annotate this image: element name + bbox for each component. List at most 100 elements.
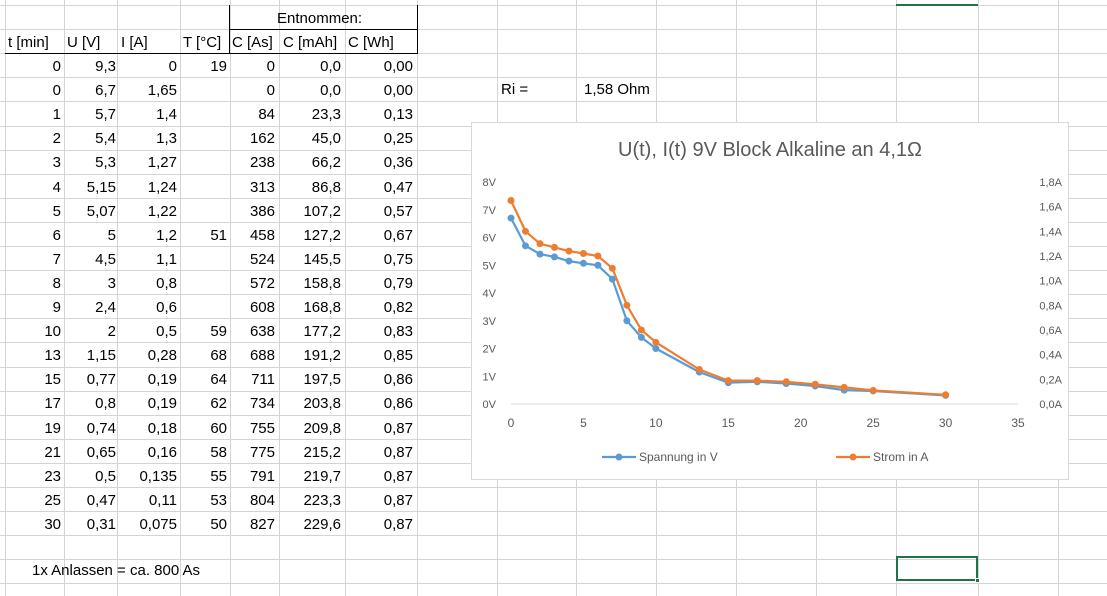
data-point <box>507 197 515 204</box>
table-cell: 0,87 <box>383 515 413 533</box>
table-cell: 4,5 <box>95 250 116 268</box>
table-cell: 0 <box>266 82 275 100</box>
table-cell: 59 <box>210 323 227 341</box>
legend-label: Spannung in V <box>639 450 718 464</box>
table-cell: 3 <box>52 154 61 172</box>
table-cell: 6 <box>52 226 61 244</box>
table-cell: 0,25 <box>383 130 413 148</box>
table-cell: 30 <box>44 515 61 533</box>
y-right-tick-label: 0,6A <box>1039 325 1062 337</box>
table-cell: 0,135 <box>139 467 177 485</box>
table-cell: 0,19 <box>147 371 177 389</box>
grid-col-line <box>417 0 418 596</box>
x-tick-label: 20 <box>794 416 808 430</box>
data-point <box>565 247 573 255</box>
table-cell: 0 <box>52 58 61 75</box>
selection-indicator-top <box>896 4 978 6</box>
x-tick-label: 30 <box>939 416 953 430</box>
group-header-entnommen: Entnommen: <box>277 10 363 27</box>
data-point <box>652 345 660 352</box>
table-cell: 209,8 <box>303 419 341 437</box>
chart-area[interactable]: U(t), I(t) 9V Block Alkaline an 4,1Ω 0V 1V… <box>471 122 1069 480</box>
table-cell: 25 <box>44 491 61 509</box>
table-cell: 19 <box>44 419 61 437</box>
y-left-tick-label: 3V <box>483 316 497 328</box>
table-cell: 84 <box>258 106 275 124</box>
table-cell: 55 <box>210 467 227 485</box>
data-point <box>942 391 950 399</box>
table-cell: 0,77 <box>86 371 116 389</box>
grid-col-line <box>180 0 181 596</box>
y-right-tick-label: 1,2A <box>1039 251 1062 263</box>
y-right-tick-label: 0,4A <box>1039 350 1062 362</box>
table-cell: 229,6 <box>303 515 341 533</box>
table-cell: 86,8 <box>311 178 341 196</box>
grid-row-line <box>0 559 1107 561</box>
table-cell: 827 <box>249 515 275 533</box>
data-point <box>521 227 529 235</box>
table-cell: 162 <box>249 130 275 148</box>
grid-row-line <box>0 5 1107 6</box>
table-cell: 4 <box>52 178 61 196</box>
table-cell: 0,31 <box>86 515 116 533</box>
table-cell: 0,47 <box>86 491 116 509</box>
table-cell: 215,2 <box>303 443 341 461</box>
table-cell: 755 <box>249 419 275 437</box>
table-cell: 2 <box>52 130 61 148</box>
table-cell: 0,87 <box>383 419 413 437</box>
table-cell: 1,4 <box>156 106 177 124</box>
table-cell: 1,22 <box>147 202 177 220</box>
table-cell: 58 <box>210 443 227 461</box>
y-right-tick-label: 0,0A <box>1039 399 1062 411</box>
y-right-tick-label: 0,8A <box>1039 300 1062 312</box>
y-left-tick-label: 1V <box>483 371 497 383</box>
table-cell: 711 <box>251 371 275 389</box>
table-cell: 2 <box>107 323 116 341</box>
table-cell: 0,57 <box>383 202 413 220</box>
table-cell: 638 <box>249 323 275 341</box>
data-point <box>869 386 877 394</box>
data-point <box>579 250 587 258</box>
data-point <box>623 301 631 309</box>
table-cell: 21 <box>44 443 61 461</box>
grid-col-line <box>345 0 346 596</box>
table-header-border <box>5 53 418 54</box>
y-left-tick-label: 0V <box>483 399 497 411</box>
data-point <box>594 252 602 260</box>
table-cell: 0,65 <box>86 443 116 461</box>
fill-handle[interactable] <box>975 578 980 583</box>
table-cell: 688 <box>249 347 275 365</box>
table-cell: 127,2 <box>303 226 341 244</box>
data-point <box>608 264 616 272</box>
x-tick-label: 15 <box>722 416 736 430</box>
table-cell: 168,8 <box>303 299 341 316</box>
data-point <box>550 243 558 251</box>
data-point <box>637 333 645 341</box>
table-cell: 386 <box>249 202 275 220</box>
table-cell: 238 <box>249 154 275 172</box>
table-cell: 107,2 <box>303 202 341 220</box>
x-tick-label: 25 <box>866 416 880 430</box>
table-cell: 775 <box>249 443 275 461</box>
table-cell: 145,5 <box>303 250 341 268</box>
table-cell: 5,7 <box>95 106 116 124</box>
table-cell: 19 <box>210 58 227 75</box>
table-cell: 0,13 <box>383 106 413 124</box>
table-group-border <box>230 29 418 30</box>
table-cell: 0,0 <box>320 58 341 75</box>
table-cell: 0,00 <box>383 58 413 75</box>
line-chart: U(t), I(t) 9V Block Alkaline an 4,1Ω 0V 1V… <box>483 139 1063 464</box>
table-cell: 8 <box>52 274 61 292</box>
selected-cell[interactable] <box>896 556 978 581</box>
table-cell: 804 <box>249 491 275 509</box>
header-c-as: C [As] <box>232 34 273 51</box>
table-cell: 0,86 <box>383 395 413 413</box>
chart-title: U(t), I(t) 9V Block Alkaline an 4,1Ω <box>618 139 922 161</box>
data-point <box>637 326 645 334</box>
table-cell: 7 <box>52 250 61 268</box>
x-tick-label: 0 <box>508 416 515 430</box>
table-cell: 5 <box>107 226 116 244</box>
data-point <box>695 365 703 373</box>
data-point <box>623 317 631 325</box>
x-tick-label: 5 <box>580 416 587 430</box>
